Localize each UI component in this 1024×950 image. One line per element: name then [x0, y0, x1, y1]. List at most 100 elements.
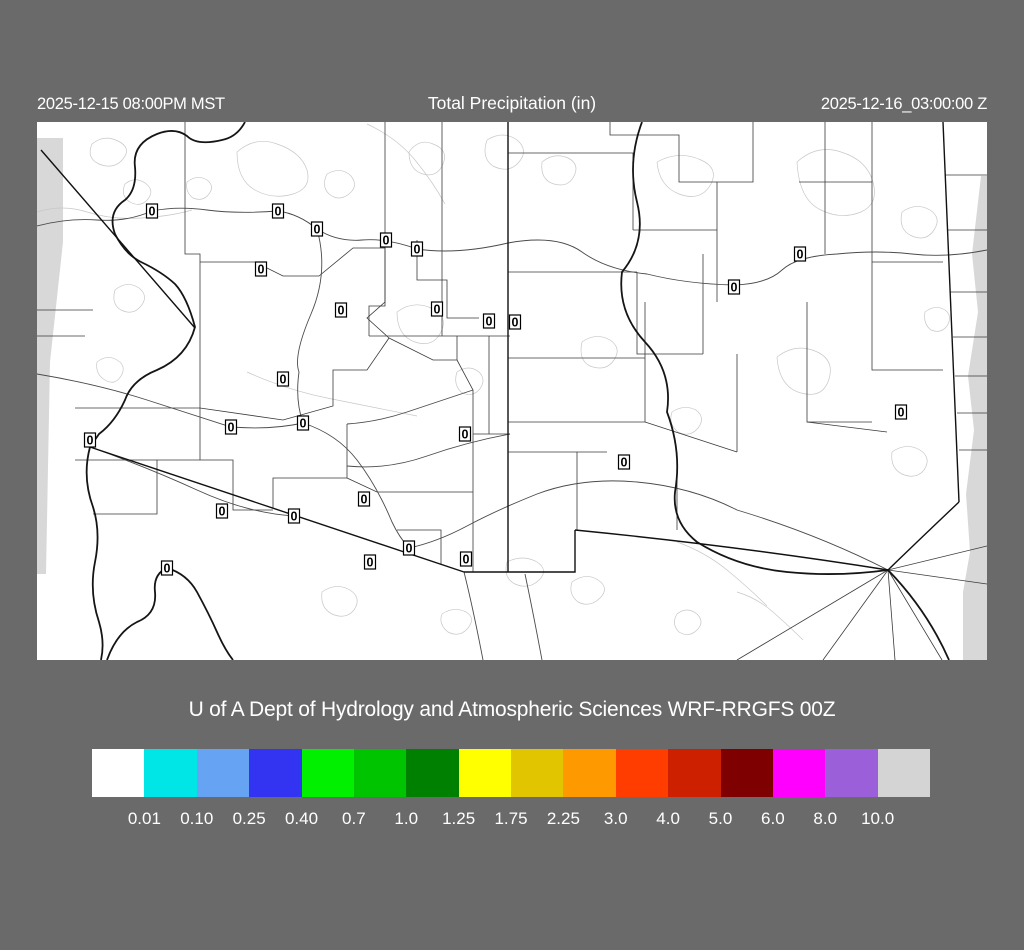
county-boundaries — [37, 122, 987, 660]
colorbar-tick-label: 0.7 — [342, 809, 366, 828]
colorado-river — [89, 122, 246, 448]
colorbar-segment — [720, 749, 773, 797]
station-value-marker: 0 — [224, 419, 238, 435]
colorbar-segment — [668, 749, 721, 797]
station-value-marker: 0 — [508, 314, 522, 330]
colorbar-tick-labels: 0.01 0.10 0.25 0.40 0.7 1.0 1.25 1.75 2.25 3.0 4.0… — [92, 809, 930, 831]
colorbar-segment — [772, 749, 826, 797]
svg-text:0: 0 — [434, 303, 441, 317]
rio-grande — [620, 122, 950, 660]
station-value-marker: 0 — [410, 241, 424, 257]
station-value-marker: 0 — [482, 313, 496, 329]
valid-time-utc: 2025-12-16_03:00:00 Z — [820, 95, 987, 113]
svg-text:0: 0 — [275, 205, 282, 219]
colorbar-tick-label: 8.0 — [813, 809, 838, 828]
colorbar-tick-label: 0.25 — [232, 809, 266, 828]
svg-text:0: 0 — [361, 493, 368, 507]
station-value-marker: 0 — [334, 302, 348, 318]
station-value-marker: 0 — [296, 415, 310, 431]
svg-text:0: 0 — [512, 316, 519, 330]
colorbar-tick-label: 1.25 — [442, 809, 476, 828]
svg-text:0: 0 — [406, 542, 413, 556]
nm-tx-border — [942, 122, 960, 503]
colorbar-tick-label: 0.40 — [284, 809, 319, 828]
colorbar-tick-label: 1.0 — [394, 809, 419, 828]
stations-layer: 0 0 0 0 0 0 0 0 0 0 0 0 0 0 0 0 0 0 0 0 0 0 0 0 0 0 — [83, 203, 908, 576]
colorbar-segment — [825, 749, 878, 797]
station-value-marker: 0 — [458, 426, 472, 442]
gulf-coastline — [106, 567, 234, 660]
colorbar-tick-label: 6.0 — [761, 809, 785, 828]
svg-text:0: 0 — [731, 281, 738, 295]
nm-mexico-border — [574, 529, 889, 571]
colorbar-tick-label: 1.75 — [494, 809, 528, 828]
station-value-marker: 0 — [357, 491, 371, 507]
station-value-marker: 0 — [793, 246, 807, 262]
colorbar-tick-label: 4.0 — [656, 809, 680, 828]
colorbar-tick-label: 0.10 — [180, 809, 214, 828]
colorbar-tick-label: 5.0 — [708, 809, 733, 828]
svg-text:0: 0 — [367, 556, 374, 570]
colorbar-segment — [92, 749, 145, 797]
domain-edge-right — [963, 176, 987, 660]
station-value-marker: 0 — [727, 279, 741, 295]
svg-text:0: 0 — [797, 248, 804, 262]
svg-text:0: 0 — [463, 553, 470, 567]
nevada-border — [40, 149, 196, 329]
svg-text:0: 0 — [87, 434, 94, 448]
station-value-marker: 0 — [894, 404, 908, 420]
colorbar-segment — [301, 749, 354, 797]
station-value-marker: 0 — [310, 221, 324, 237]
station-value-marker: 0 — [287, 508, 301, 524]
colorado-river-delta — [85, 446, 104, 660]
highways — [37, 207, 987, 660]
svg-text:0: 0 — [314, 223, 321, 237]
precip-colorbar — [92, 749, 930, 797]
colorbar-tick-label: 10.0 — [861, 809, 895, 828]
station-value-marker: 0 — [271, 203, 285, 219]
colorbar-segment — [615, 749, 669, 797]
station-value-marker: 0 — [215, 503, 229, 519]
svg-text:0: 0 — [486, 315, 493, 329]
colorbar-segment — [458, 749, 511, 797]
domain-edge-left — [37, 138, 63, 574]
station-value-marker: 0 — [276, 371, 290, 387]
svg-text:0: 0 — [219, 505, 226, 519]
svg-text:0: 0 — [228, 421, 235, 435]
colorbar-segment — [511, 749, 564, 797]
colorbar-segment — [144, 749, 197, 797]
colorbar-segment — [353, 749, 407, 797]
station-value-marker: 0 — [402, 540, 416, 556]
svg-text:0: 0 — [338, 304, 345, 318]
colorbar-tick-label: 2.25 — [546, 809, 580, 828]
colorbar-segment — [563, 749, 616, 797]
svg-text:0: 0 — [258, 263, 265, 277]
colorbar-segment — [877, 749, 930, 797]
nm-south-border — [887, 501, 960, 571]
state-borders — [89, 122, 960, 573]
rivers — [40, 122, 950, 660]
station-value-marker: 0 — [363, 554, 377, 570]
svg-text:0: 0 — [414, 243, 421, 257]
station-value-marker: 0 — [145, 203, 159, 219]
valid-time-local: 2025-12-15 08:00PM MST — [37, 95, 225, 113]
bootheel-border — [464, 530, 576, 573]
colorbar-tick-label: 0.01 — [127, 809, 161, 828]
svg-text:0: 0 — [280, 373, 287, 387]
station-value-marker: 0 — [379, 232, 393, 248]
svg-text:0: 0 — [149, 205, 156, 219]
attribution-caption: U of A Dept of Hydrology and Atmospheric… — [188, 698, 836, 721]
map-svg: 0 0 0 0 0 0 0 0 0 0 0 0 0 0 0 0 0 0 0 0 0 0 0 0 0 0 — [37, 122, 987, 660]
station-value-marker: 0 — [617, 454, 631, 470]
terrain-contours — [37, 123, 950, 641]
station-value-marker: 0 — [160, 560, 174, 576]
station-value-marker: 0 — [254, 261, 268, 277]
svg-text:0: 0 — [291, 510, 298, 524]
station-value-marker: 0 — [430, 301, 444, 317]
forecast-map: 0 0 0 0 0 0 0 0 0 0 0 0 0 0 0 0 0 0 0 0 0 0 0 0 0 0 — [37, 122, 987, 660]
az-mexico-border — [89, 446, 465, 573]
svg-text:0: 0 — [621, 456, 628, 470]
svg-text:0: 0 — [383, 234, 390, 248]
page-title: Total Precipitation (in) — [427, 93, 597, 113]
